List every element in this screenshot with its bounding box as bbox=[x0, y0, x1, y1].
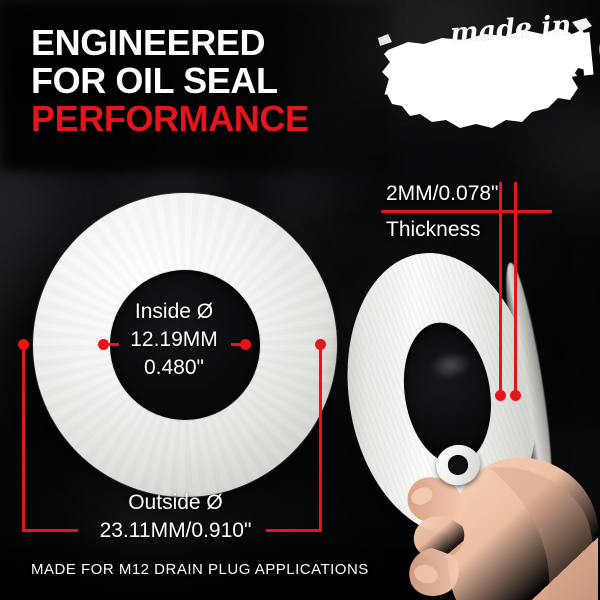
thickness-dim-rule bbox=[381, 210, 552, 213]
outside-dim-line-bottom-left bbox=[22, 529, 78, 532]
outside-dim-line-bottom-right bbox=[266, 529, 322, 532]
usa-map-icon bbox=[378, 18, 592, 128]
headline-line-2: FOR OIL SEAL bbox=[31, 60, 278, 101]
headline-line-3: PERFORMANCE bbox=[31, 98, 309, 139]
thickness-value: 2MM/0.078" bbox=[386, 182, 499, 205]
thickness-leader-line-2 bbox=[514, 182, 517, 395]
thickness-label: Thickness bbox=[386, 218, 481, 241]
inside-dim-tick-left bbox=[109, 343, 119, 346]
thickness-dim-dot-2 bbox=[510, 390, 521, 401]
inside-dim-dot-right bbox=[240, 339, 251, 350]
headline: ENGINEERED FOR OIL SEAL PERFORMANCE bbox=[31, 24, 391, 138]
inside-diameter-imperial: 0.480" bbox=[143, 356, 204, 379]
inside-dim-dot-left bbox=[98, 339, 109, 350]
inside-dim-tick-right bbox=[231, 343, 241, 346]
thickness-callout: 2MM/0.078" Thickness bbox=[386, 180, 499, 244]
bottom-caption: MADE FOR M12 DRAIN PLUG APPLICATIONS bbox=[31, 561, 369, 578]
outside-dim-dot-right bbox=[315, 339, 326, 350]
outside-dim-line-left bbox=[22, 344, 25, 532]
made-in-america-badge: made in AMERICA bbox=[372, 8, 600, 136]
thickness-leader-line-1 bbox=[499, 182, 502, 395]
outside-dim-line-right bbox=[319, 344, 322, 532]
inside-diameter-callout: Inside Ø 12.19MM 0.480" bbox=[103, 298, 245, 382]
outside-diameter-label: Outside Ø bbox=[128, 491, 223, 514]
headline-line-1: ENGINEERED bbox=[31, 22, 266, 63]
hand-holding-washer bbox=[398, 398, 600, 600]
outside-diameter-value: 23.11MM/0.910" bbox=[99, 519, 252, 542]
outside-diameter-callout: Outside Ø 23.11MM/0.910" bbox=[63, 489, 288, 545]
inside-diameter-label: Inside Ø bbox=[134, 300, 214, 323]
inside-diameter-metric: 12.19MM bbox=[130, 328, 218, 351]
thickness-dim-dot-1 bbox=[495, 390, 506, 401]
